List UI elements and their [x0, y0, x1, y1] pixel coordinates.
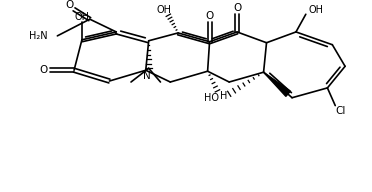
Text: O: O	[205, 11, 214, 21]
Text: HO: HO	[204, 93, 219, 103]
Text: H: H	[219, 91, 227, 101]
Text: O: O	[65, 0, 73, 10]
Text: N: N	[143, 71, 151, 81]
Text: O: O	[39, 65, 48, 75]
Text: O: O	[233, 3, 241, 13]
Polygon shape	[264, 72, 291, 96]
Text: OH: OH	[308, 5, 323, 15]
Text: Cl: Cl	[335, 107, 345, 117]
Text: OH: OH	[157, 5, 172, 15]
Text: OH: OH	[74, 12, 89, 22]
Text: H₂N: H₂N	[29, 31, 48, 41]
